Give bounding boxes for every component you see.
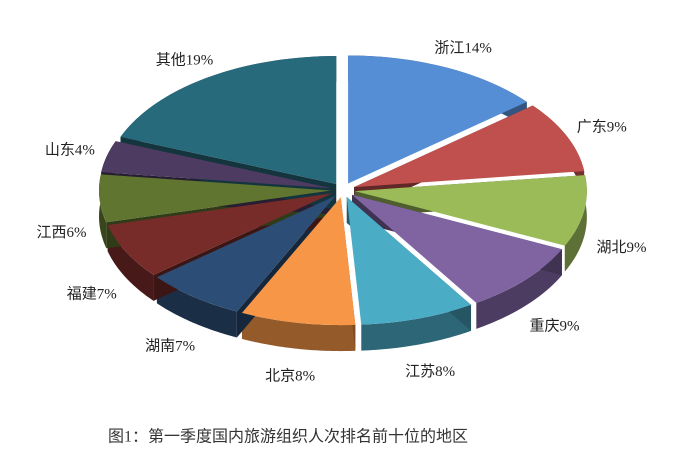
slice [120,56,337,185]
slice-side [241,312,356,352]
slice-side [361,304,472,351]
slice-side [156,277,237,338]
slice [107,193,333,275]
data-label: 湖北9% [597,239,647,256]
slice [354,175,587,246]
slice [99,174,332,223]
slice-tops [99,55,587,326]
data-label: 江西6% [37,224,87,241]
data-label: 广东9% [577,118,627,135]
slice [346,196,472,325]
chart-caption: 图1：第一季度国内旅游组织人次排名前十位的地区 [108,428,468,446]
data-label: 福建7% [67,285,117,302]
slice [156,195,336,312]
data-label: 重庆9% [530,318,580,335]
slice-side [564,175,587,272]
data-label: 北京8% [265,368,315,385]
data-label: 湖南7% [145,338,195,355]
labels: 浙江14% 广东9% 湖北9% 重庆9% 江苏8% 北京8% 湖南7% 福建7% 江西6% 山东4… [37,39,647,384]
data-label: 其他19% [156,51,214,68]
slice [241,197,356,326]
slice [354,105,585,188]
data-label: 浙江14% [434,39,492,56]
slice [101,141,332,189]
slice [352,194,562,303]
slice-side [476,249,562,329]
data-label: 山东4% [45,142,95,159]
slice [348,55,527,184]
data-label: 江苏8% [405,363,455,380]
